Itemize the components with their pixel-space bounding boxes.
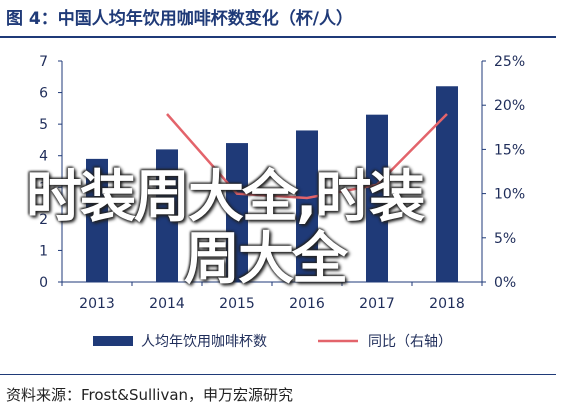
left-axis-tick-label: 6 (39, 86, 48, 102)
bar-cups-per-capita (86, 158, 108, 282)
left-axis-tick-label: 4 (39, 149, 48, 165)
title-divider (0, 36, 556, 38)
legend-label-line: 同比（右轴） (368, 334, 452, 350)
x-axis-tick-label: 2013 (79, 296, 115, 312)
watermark-line-2: 周大全 (184, 227, 348, 292)
bar-cups-per-capita (226, 143, 248, 282)
legend-label-bar: 人均年饮用咖啡杯数 (141, 334, 267, 350)
right-axis-tick-label: 25% (494, 54, 525, 70)
left-axis-tick-label: 2 (39, 212, 48, 228)
source-divider (0, 374, 556, 375)
line-yoy-growth (166, 113, 448, 200)
combo-chart: 0 1 2 3 4 5 6 7 0% 5% 10% 15% 20% 25% 2013 2014 2015 2016… (39, 54, 525, 350)
x-axis-tick-label: 2016 (289, 296, 325, 312)
bar-cups-per-capita (366, 114, 388, 283)
x-axis-tick-label: 2014 (149, 296, 185, 312)
left-axis-tick-label: 0 (39, 275, 48, 291)
right-axis-tick-label: 20% (494, 98, 525, 114)
x-axis-tick-label: 2015 (219, 296, 255, 312)
right-axis-tick-label: 10% (494, 187, 525, 203)
left-axis-tick-label: 1 (39, 243, 48, 259)
bar-cups-per-capita (436, 86, 458, 282)
legend-swatch-bar (93, 336, 133, 346)
right-axis-tick-label: 15% (494, 142, 525, 158)
x-axis-tick-label: 2018 (429, 296, 465, 312)
x-axis-tick-label: 2017 (359, 296, 395, 312)
bar-cups-per-capita (156, 149, 178, 282)
left-axis-tick-label: 5 (39, 117, 48, 133)
source-note: 资料来源：Frost&Sullivan，申万宏源研究 (6, 386, 294, 404)
right-axis-tick-label: 5% (494, 231, 516, 247)
watermark-line-1: 时装周大全,时装 (26, 165, 425, 230)
left-axis-tick-label: 3 (39, 180, 48, 196)
chart-title: 图 4：中国人均年饮用咖啡杯数变化（杯/人） (6, 9, 353, 29)
bar-cups-per-capita (296, 130, 318, 282)
left-axis-tick-label: 7 (39, 54, 48, 70)
right-axis-tick-label: 0% (494, 275, 516, 291)
